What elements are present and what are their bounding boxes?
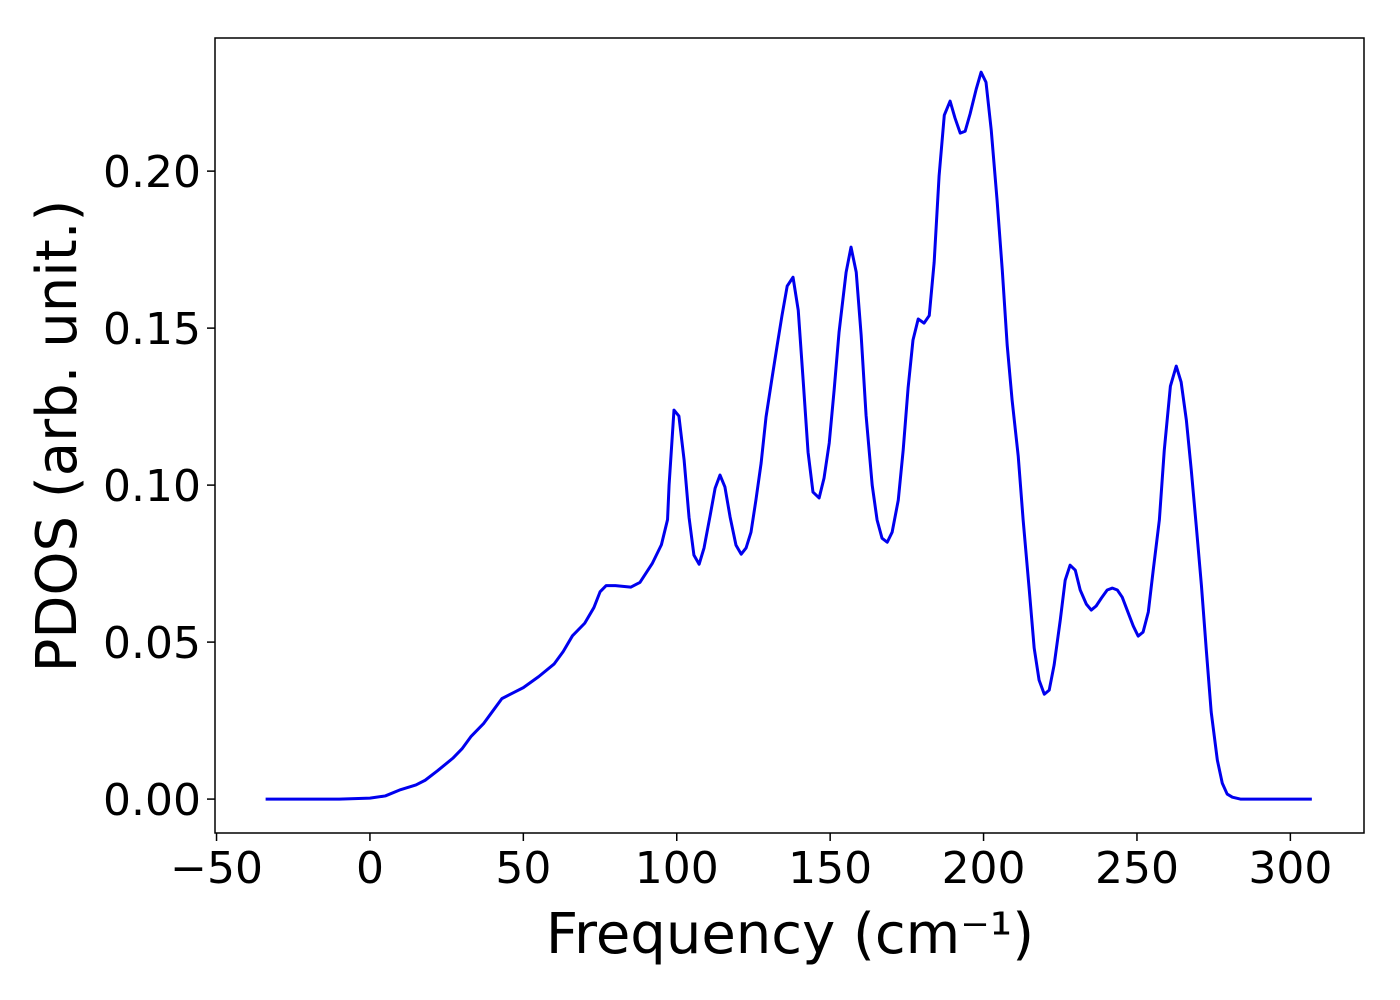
x-tick-label: 250 <box>1095 843 1179 894</box>
plot-frame <box>214 37 1365 834</box>
y-tick-label: 0.20 <box>103 147 201 198</box>
y-tick-label: 0.10 <box>103 461 201 512</box>
x-tick-label: 100 <box>635 843 719 894</box>
x-tick-label: 50 <box>495 843 551 894</box>
line-series <box>265 70 1312 801</box>
x-axis-label: Frequency (cm⁻¹) <box>546 902 1034 967</box>
x-tick-label: 200 <box>942 843 1026 894</box>
y-tick-label: 0.05 <box>103 618 201 669</box>
y-tick-label: 0.00 <box>103 775 201 826</box>
x-tick-label: 300 <box>1248 843 1332 894</box>
y-axis-label: PDOS (arb. unit.) <box>25 200 90 673</box>
x-tick-label: 150 <box>788 843 872 894</box>
y-tick-label: 0.15 <box>103 304 201 355</box>
x-tick-label: 0 <box>356 843 384 894</box>
x-tick-label: −50 <box>170 843 263 894</box>
